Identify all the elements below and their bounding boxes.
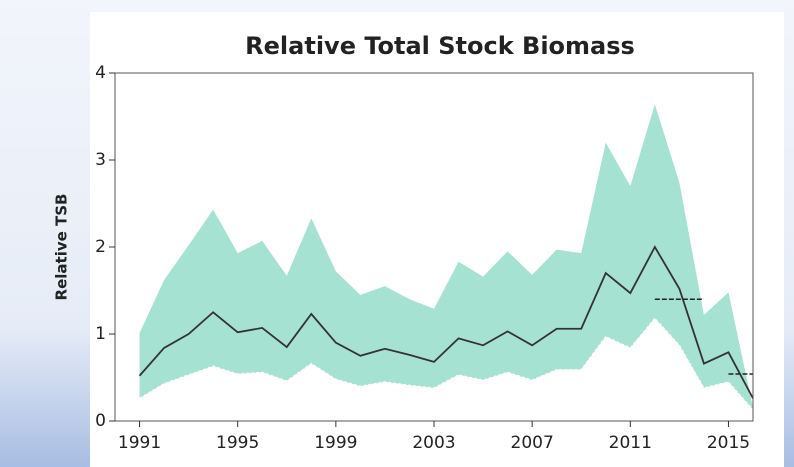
y-tick-label: 0 xyxy=(95,411,106,431)
y-tick-label: 2 xyxy=(95,237,106,257)
x-tick-label: 2011 xyxy=(609,433,652,453)
x-tick-label: 2007 xyxy=(511,433,554,453)
y-tick-label: 3 xyxy=(95,150,106,170)
y-tick-label: 4 xyxy=(95,63,106,83)
x-tick-label: 2015 xyxy=(707,433,750,453)
confidence-band xyxy=(139,104,754,410)
x-tick-label: 1991 xyxy=(118,433,161,453)
chart-title: Relative Total Stock Biomass xyxy=(245,32,635,60)
y-axis-label: Relative TSB xyxy=(53,194,71,301)
x-tick-label: 1999 xyxy=(314,433,357,453)
band-lower-edge xyxy=(139,317,754,411)
x-tick-label: 2003 xyxy=(412,433,455,453)
x-tick-label: 1995 xyxy=(216,433,259,453)
y-tick-label: 1 xyxy=(95,324,106,344)
line xyxy=(138,245,754,399)
